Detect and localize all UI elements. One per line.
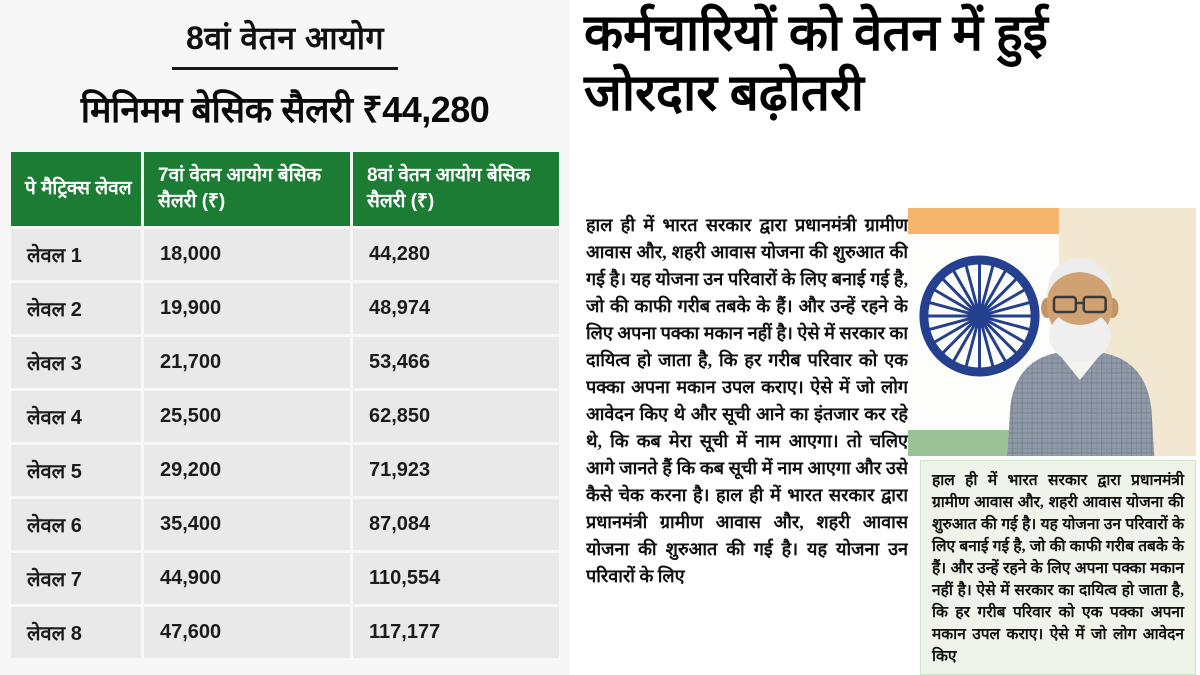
cpc8-cell: 62,850 (353, 391, 559, 442)
cpc8-cell: 48,974 (353, 283, 559, 334)
page-title: 8वां वेतन आयोग (171, 14, 399, 70)
level-cell: लेवल 6 (11, 499, 141, 550)
highlight-box: हाल ही में भारत सरकार द्वारा प्रधानमंत्र… (920, 460, 1196, 675)
headline: कर्मचारियों को वेतन में हुई जोरदार बढ़ोत… (584, 6, 1048, 123)
col-header-7th-cpc: 7वां वेतन आयोग बेसिक सैलरी (₹) (144, 152, 350, 226)
level-cell: लेवल 3 (11, 337, 141, 388)
pm-modi-photo (908, 208, 1196, 456)
right-panel: कर्मचारियों को वेतन में हुई जोरदार बढ़ोत… (570, 0, 1200, 675)
level-cell: लेवल 2 (11, 283, 141, 334)
title-wrap: 8वां वेतन आयोग (0, 14, 570, 70)
subtitle-minimum-basic-salary: मिनिमम बेसिक सैलरी ₹44,280 (80, 89, 490, 130)
cpc8-cell: 71,923 (353, 445, 559, 496)
cpc8-cell: 110,554 (353, 553, 559, 604)
table-row: लेवल 5 29,200 71,923 (11, 445, 559, 496)
level-cell: लेवल 4 (11, 391, 141, 442)
cpc8-cell: 117,177 (353, 607, 559, 658)
cpc7-cell: 29,200 (144, 445, 350, 496)
table-header-row: पे मैट्रिक्स लेवल 7वां वेतन आयोग बेसिक स… (11, 152, 559, 226)
col-header-8th-cpc: 8वां वेतन आयोग बेसिक सैलरी (₹) (353, 152, 559, 226)
left-panel: 8वां वेतन आयोग मिनिमम बेसिक सैलरी ₹44,28… (0, 0, 570, 675)
cpc7-cell: 47,600 (144, 607, 350, 658)
cpc7-cell: 25,500 (144, 391, 350, 442)
level-cell: लेवल 8 (11, 607, 141, 658)
article-text: हाल ही में भारत सरकार द्वारा प्रधानमंत्र… (586, 215, 908, 586)
table-row: लेवल 7 44,900 110,554 (11, 553, 559, 604)
table-row: लेवल 3 21,700 53,466 (11, 337, 559, 388)
level-cell: लेवल 5 (11, 445, 141, 496)
level-cell: लेवल 1 (11, 229, 141, 280)
ashoka-chakra-icon (919, 255, 1040, 377)
cpc7-cell: 19,900 (144, 283, 350, 334)
table-row: लेवल 6 35,400 87,084 (11, 499, 559, 550)
cpc7-cell: 35,400 (144, 499, 350, 550)
cpc8-cell: 53,466 (353, 337, 559, 388)
pm-figure (1007, 258, 1155, 456)
cpc7-cell: 44,900 (144, 553, 350, 604)
cpc7-cell: 18,000 (144, 229, 350, 280)
salary-table: पे मैट्रिक्स लेवल 7वां वेतन आयोग बेसिक स… (8, 149, 562, 661)
level-cell: लेवल 7 (11, 553, 141, 604)
cpc8-cell: 44,280 (353, 229, 559, 280)
table-row: लेवल 2 19,900 48,974 (11, 283, 559, 334)
cpc7-cell: 21,700 (144, 337, 350, 388)
table-row: लेवल 1 18,000 44,280 (11, 229, 559, 280)
pm-modi-portrait-illustration (908, 208, 1196, 456)
table-row: लेवल 8 47,600 117,177 (11, 607, 559, 658)
table-row: लेवल 4 25,500 62,850 (11, 391, 559, 442)
col-header-pay-matrix-level: पे मैट्रिक्स लेवल (11, 152, 141, 226)
cpc8-cell: 87,084 (353, 499, 559, 550)
